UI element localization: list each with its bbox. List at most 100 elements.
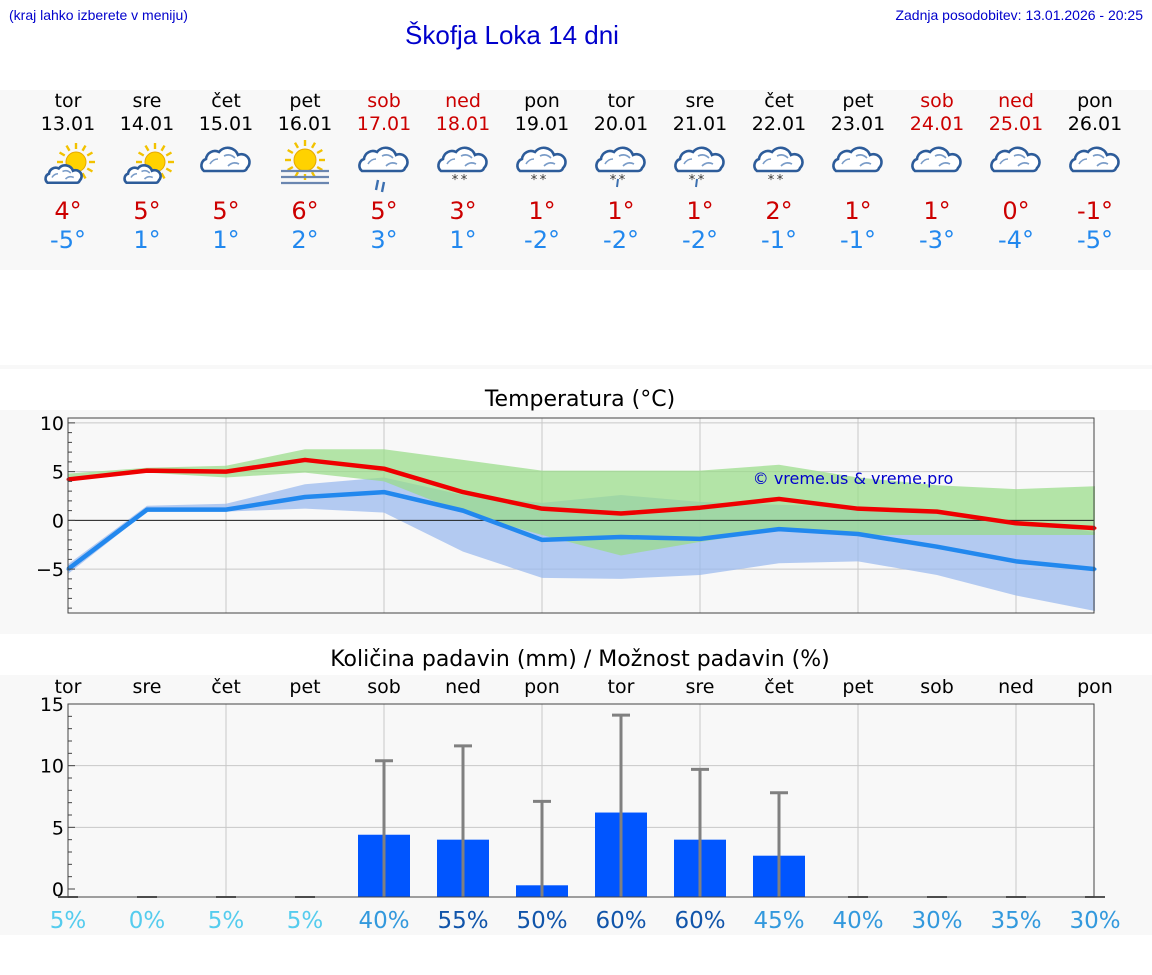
day-name: ned bbox=[998, 90, 1034, 112]
min-temperature: 3° bbox=[370, 226, 398, 254]
rain-drop bbox=[374, 179, 380, 191]
min-temperature-line-point bbox=[935, 545, 939, 549]
sun-fog-icon bbox=[281, 140, 329, 185]
day-date: 21.01 bbox=[672, 113, 728, 135]
day-date: 13.01 bbox=[40, 113, 96, 135]
plot-area bbox=[68, 704, 1094, 897]
max-temperature: 1° bbox=[607, 197, 635, 225]
x-category-label: pet bbox=[289, 676, 320, 698]
sun-ray bbox=[137, 151, 145, 157]
max-temperature-line-point bbox=[145, 469, 149, 473]
day-header: ned 25.01 bbox=[976, 90, 1056, 136]
cloud-detail bbox=[367, 154, 398, 167]
min-temperature: 1° bbox=[133, 226, 161, 254]
min-temperature-line-point bbox=[619, 535, 623, 539]
precipitation-probability: 45% bbox=[753, 908, 804, 934]
cloud-detail bbox=[209, 154, 240, 167]
day-date: 24.01 bbox=[909, 113, 965, 135]
sun-ray bbox=[293, 142, 300, 149]
day-date: 17.01 bbox=[356, 113, 412, 135]
rain-drop bbox=[616, 178, 619, 188]
cloud-detail bbox=[604, 154, 635, 167]
min-temperature: 1° bbox=[449, 226, 477, 254]
y-tick-label: 10 bbox=[40, 756, 64, 778]
max-temperature-line-point bbox=[1014, 521, 1018, 525]
cloud-detail bbox=[920, 154, 951, 167]
temperature-chart: © vreme.us & vreme.pro 10 5 0 −5 bbox=[36, 413, 1097, 614]
cloud-detail bbox=[762, 154, 793, 167]
max-temperature: 1° bbox=[528, 197, 556, 225]
sun-ray bbox=[81, 172, 87, 180]
y-tick-label: 0 bbox=[52, 879, 64, 901]
sun-ray bbox=[316, 148, 323, 155]
snowflake: * bbox=[777, 173, 784, 188]
day-name: sob bbox=[367, 90, 401, 112]
day-header: sre 14.01 bbox=[107, 90, 187, 136]
day-header: ned 18.01 bbox=[423, 90, 503, 136]
sun-disc bbox=[293, 148, 317, 172]
day-name: sre bbox=[685, 90, 715, 112]
min-temperature-line-point bbox=[224, 508, 228, 512]
sun-ray bbox=[316, 165, 323, 172]
max-temperature-line-point bbox=[777, 497, 781, 501]
sun-ray bbox=[86, 151, 94, 157]
plot-frame bbox=[67, 703, 1095, 898]
sun-ray bbox=[160, 172, 166, 180]
day-date: 23.01 bbox=[830, 113, 886, 135]
day-date: 22.01 bbox=[751, 113, 807, 135]
day-header: tor 20.01 bbox=[581, 90, 661, 136]
cloud-icon bbox=[911, 146, 962, 173]
sun-ray bbox=[86, 167, 94, 173]
max-temperature: 5° bbox=[370, 197, 398, 225]
max-temperature: 0° bbox=[1002, 197, 1030, 225]
cloud-shape bbox=[123, 164, 162, 185]
max-temperature-line-point bbox=[461, 490, 465, 494]
y-tick-label: 5 bbox=[52, 462, 64, 484]
day-date: 25.01 bbox=[988, 113, 1044, 135]
max-temperature: 1° bbox=[686, 197, 714, 225]
y-tick-label: 15 bbox=[40, 694, 64, 716]
day-date: 15.01 bbox=[198, 113, 254, 135]
precipitation-probability: 60% bbox=[674, 908, 725, 934]
precipitation-probability: 50% bbox=[516, 908, 567, 934]
x-category-label: ned bbox=[998, 676, 1034, 698]
sun-ray bbox=[287, 165, 294, 172]
y-tick-label: −5 bbox=[36, 559, 64, 581]
cloud-shape bbox=[44, 164, 83, 185]
day-name: čet bbox=[764, 90, 794, 112]
cloud-shape bbox=[832, 146, 883, 173]
x-category-label: pon bbox=[1077, 676, 1113, 698]
snowflake: * bbox=[610, 173, 617, 188]
min-temperature-line-point bbox=[382, 490, 386, 494]
max-temperature-line bbox=[67, 457, 1096, 531]
day-header: sob 24.01 bbox=[897, 90, 977, 136]
min-temperature-line-point bbox=[777, 527, 781, 531]
x-category-label: čet bbox=[764, 676, 794, 698]
min-temperature-line-point bbox=[698, 537, 702, 541]
last-update: Zadnja posodobitev: 13.01.2026 - 20:25 bbox=[895, 7, 1143, 23]
day-date: 19.01 bbox=[514, 113, 570, 135]
cloud-detail bbox=[525, 154, 556, 167]
snowflake: * bbox=[689, 173, 696, 188]
precipitation-probability: 30% bbox=[1069, 908, 1120, 934]
x-category-label: sob bbox=[367, 676, 401, 698]
precipitation-chart-title: Količina padavin (mm) / Možnost padavin … bbox=[330, 647, 830, 672]
cloud-detail bbox=[841, 154, 872, 167]
day-header: pon 19.01 bbox=[502, 90, 582, 136]
cloud-shape bbox=[437, 146, 488, 173]
plot-frame bbox=[67, 417, 1095, 614]
rain-drop bbox=[695, 178, 698, 188]
precipitation-probability: 55% bbox=[437, 908, 488, 934]
min-temperature-line-point bbox=[461, 509, 465, 513]
min-temperature-line-point bbox=[145, 508, 149, 512]
y-tick-label: 10 bbox=[40, 413, 64, 435]
cloud-detail bbox=[683, 154, 714, 167]
day-header: pet 16.01 bbox=[265, 90, 345, 136]
x-category-label: sre bbox=[133, 676, 162, 698]
day-header: pon 26.01 bbox=[1055, 90, 1135, 136]
cloud-icon bbox=[1069, 146, 1120, 173]
x-category-label: tor bbox=[55, 676, 82, 698]
max-temperature-range bbox=[68, 449, 1095, 556]
cloud-snow-icon: * * bbox=[516, 146, 567, 188]
day-date: 16.01 bbox=[277, 113, 333, 135]
